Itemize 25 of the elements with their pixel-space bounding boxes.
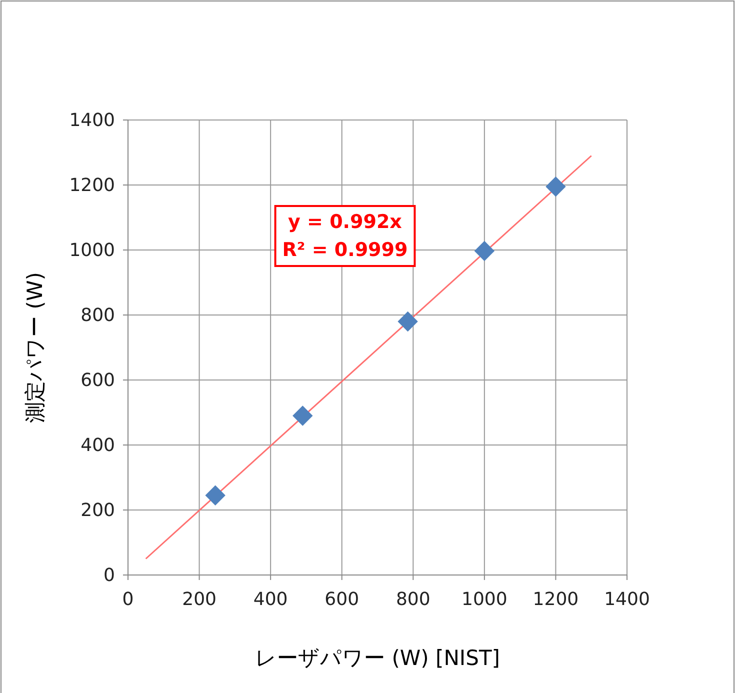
point [474,240,495,262]
x-tick-label: 400 [253,588,288,610]
point [292,406,313,426]
y-tick-label: 400 [80,434,115,456]
y-tick-label: 1400 [69,110,115,131]
point [398,311,418,332]
y-tick-label: 200 [80,500,115,521]
y-tick-label: 1200 [69,174,115,196]
point [205,485,226,506]
x-axis-title: レーザパワー (W) [NIST] [255,646,500,670]
x-tick-label: 600 [324,588,360,610]
x-tick-label: 1200 [532,588,579,610]
y-tick-label: 600 [80,370,115,391]
x-tick-label: 1000 [462,588,508,610]
y-tick-label: 1000 [69,240,115,261]
annotation: y = 0.992x [288,211,402,233]
x-tick-label: 800 [396,588,430,610]
x-tick-label: 0 [122,588,134,610]
y-tick-label: 800 [80,304,115,326]
y-tick-label: 0 [104,564,115,586]
point [546,176,566,197]
x-tick-label: 200 [182,588,216,610]
x-tick-label: 1400 [604,588,650,610]
y-axis-title: 測定パワー (W) [23,272,47,423]
annotation: R² = 0.9999 [282,239,408,261]
